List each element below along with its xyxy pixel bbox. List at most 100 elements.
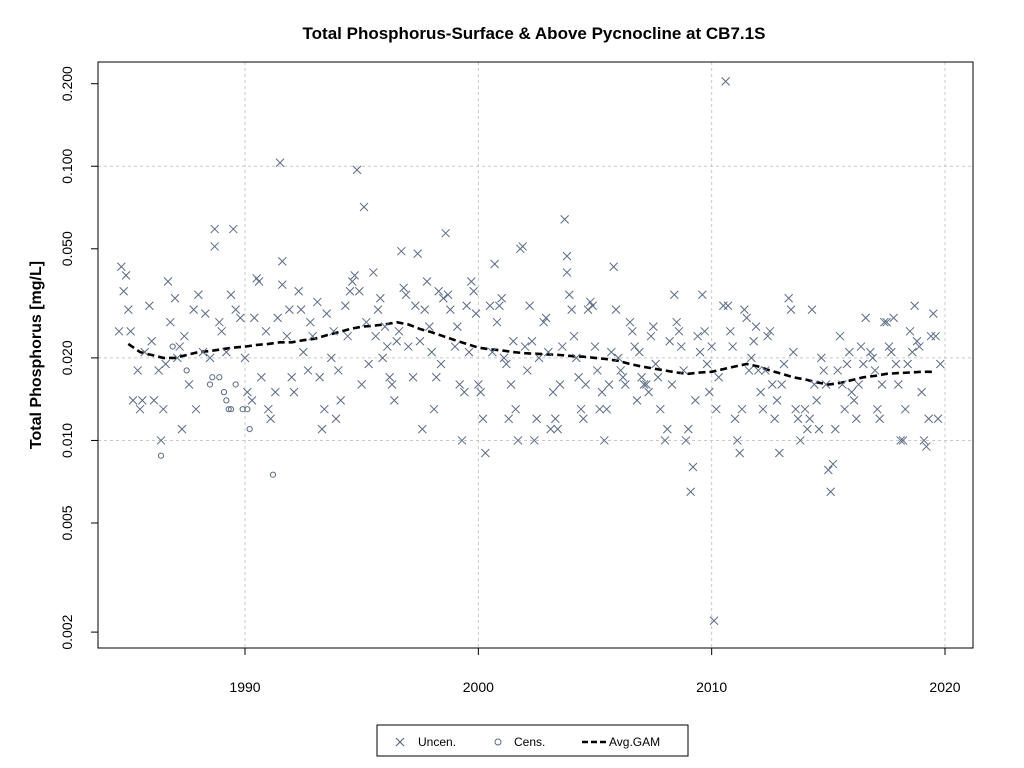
data-point-uncen <box>875 414 885 424</box>
data-point-uncen <box>893 380 903 389</box>
data-point-uncen <box>161 359 171 369</box>
data-point-cens <box>244 406 251 413</box>
data-point-uncen <box>254 277 264 286</box>
data-point-uncen <box>588 301 598 311</box>
legend-item-cens: Cens. <box>494 735 545 749</box>
data-point-uncen <box>546 424 556 434</box>
data-point-uncen <box>371 331 381 341</box>
data-point-uncen <box>821 380 831 389</box>
data-point-uncen <box>312 297 322 307</box>
data-point-uncen <box>784 293 794 303</box>
data-point-cens <box>246 425 253 433</box>
data-point-uncen <box>910 301 920 311</box>
data-point-uncen <box>592 366 602 375</box>
data-point-uncen <box>767 380 777 389</box>
data-point-uncen <box>914 342 924 351</box>
data-point-uncen <box>746 353 756 363</box>
data-point-uncen <box>408 372 418 382</box>
data-point-uncen <box>695 347 705 357</box>
data-point-uncen <box>501 359 511 369</box>
data-point-uncen <box>655 404 665 414</box>
data-point-uncen <box>123 305 133 314</box>
data-point-uncen <box>676 342 686 351</box>
data-point-uncen <box>590 342 600 351</box>
data-point-uncen <box>735 448 745 458</box>
data-point-uncen <box>583 305 593 314</box>
data-point-uncen <box>205 353 215 363</box>
legend-label-gam: Avg.GAM <box>609 735 660 749</box>
data-point-uncen <box>900 404 910 414</box>
y-axis: 0.002 0.005 0.010 0.020 0.050 0.100 0.200 <box>59 66 98 650</box>
data-point-uncen <box>147 336 157 346</box>
x-tick-label: 2000 <box>463 679 494 695</box>
data-point-uncen <box>480 448 490 458</box>
data-point-uncen <box>877 380 887 389</box>
data-point-uncen <box>564 290 574 300</box>
data-point-uncen <box>704 387 714 397</box>
data-point-uncen <box>763 331 773 341</box>
data-point-uncen <box>679 366 689 375</box>
data-point-uncen <box>555 380 565 389</box>
data-point-uncen <box>522 366 532 375</box>
data-point-uncen <box>791 404 801 414</box>
data-point-uncen <box>497 293 507 303</box>
data-point-uncen <box>392 336 402 346</box>
data-point-cens <box>220 389 228 396</box>
data-point-uncen <box>331 414 341 424</box>
data-point-uncen <box>849 396 859 405</box>
data-point-uncen <box>184 380 194 389</box>
data-point-uncen <box>529 436 539 445</box>
data-point-uncen <box>632 396 642 405</box>
data-point-uncen <box>667 380 677 389</box>
data-point-uncen <box>648 322 658 332</box>
data-point-uncen <box>464 347 474 357</box>
data-point-uncen <box>198 347 208 357</box>
data-point-uncen <box>303 366 313 375</box>
data-point-uncen <box>830 424 840 434</box>
data-point-uncen <box>347 277 357 286</box>
legend-item-gam: Avg.GAM <box>582 735 660 749</box>
data-point-uncen <box>823 465 833 475</box>
data-point-uncen <box>462 301 472 311</box>
data-point-uncen <box>492 317 502 327</box>
data-point-uncen <box>928 309 938 319</box>
x-tick-label: 1990 <box>229 679 260 695</box>
data-point-uncen <box>413 249 423 259</box>
data-point-uncen <box>681 436 691 445</box>
data-point-uncen <box>410 301 420 311</box>
data-point-uncen <box>854 380 864 389</box>
data-point-uncen <box>639 380 649 389</box>
data-point-uncen <box>539 317 549 327</box>
data-point-uncen <box>730 414 740 424</box>
legend-label-cens: Cens. <box>514 735 545 749</box>
legend-label-uncen: Uncen. <box>418 735 456 749</box>
data-point-uncen <box>394 326 404 336</box>
data-point-uncen <box>793 414 803 424</box>
data-point-uncen <box>305 317 315 327</box>
data-point-uncen <box>200 309 210 319</box>
legend: Uncen. Cens. Avg.GAM <box>376 724 689 757</box>
data-point-uncen <box>606 347 616 357</box>
data-point-uncen <box>357 380 367 389</box>
data-point-uncen <box>700 326 710 336</box>
data-point-cens <box>169 343 176 350</box>
data-point-uncen <box>364 359 374 369</box>
data-point-uncen <box>879 317 889 327</box>
data-point-uncen <box>438 293 448 303</box>
data-point-uncen <box>814 424 824 434</box>
data-point-uncen <box>270 387 280 397</box>
data-point-uncen <box>380 322 390 332</box>
data-point-uncen <box>121 271 131 280</box>
data-point-uncen <box>284 305 294 314</box>
data-point-uncen <box>912 336 922 346</box>
data-point-uncen <box>485 301 495 311</box>
data-point-uncen <box>156 436 166 445</box>
data-point-uncen <box>560 215 570 224</box>
data-point-uncen <box>343 331 353 341</box>
data-point-uncen <box>907 347 917 357</box>
data-point-uncen <box>777 380 787 389</box>
data-point-uncen <box>620 380 630 389</box>
data-point-uncen <box>352 165 362 175</box>
data-point-cens <box>157 452 165 459</box>
data-point-uncen <box>795 436 805 445</box>
